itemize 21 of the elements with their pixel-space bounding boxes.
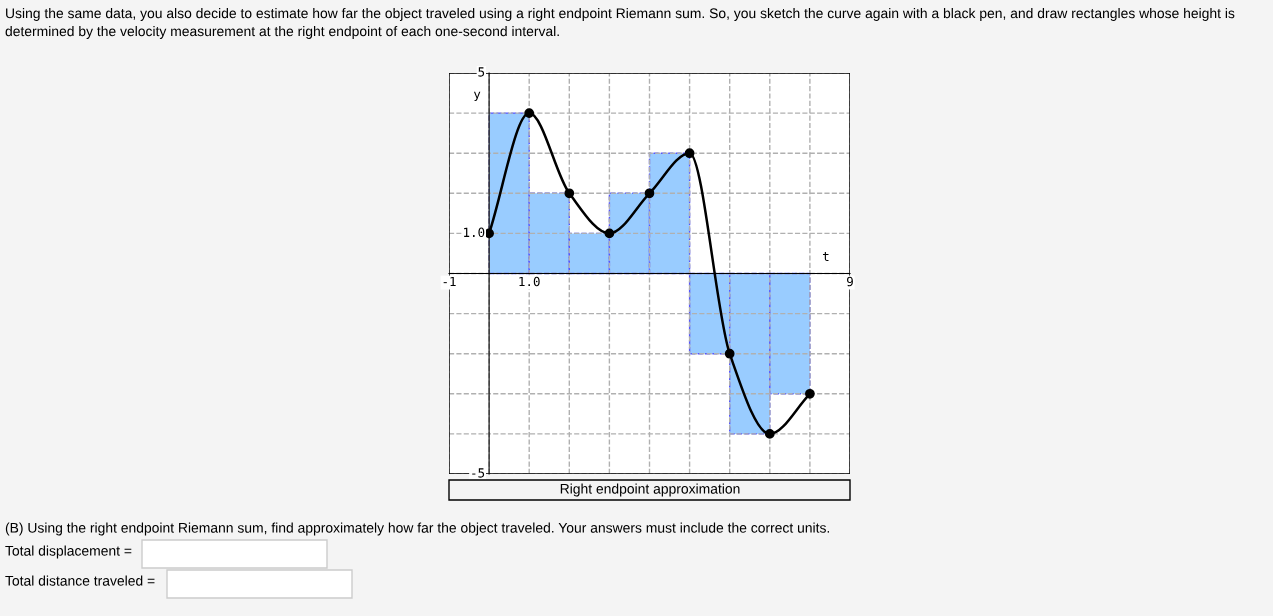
text: Total distance traveled = <box>5 575 155 586</box>
x-axis-title: t <box>822 252 829 261</box>
point <box>684 148 695 159</box>
y-tick-label: 1.0 <box>464 227 485 238</box>
text: (B) Using the right endpoint Riemann sum, find approximately how far the object traveled. Your answers must include the correct units. <box>5 522 830 536</box>
x-tick-label: 1.0 <box>519 276 540 287</box>
y-tick-label: 5 <box>478 67 485 77</box>
x-tick-label: 9 <box>847 276 853 287</box>
y-tick-label: -5 <box>472 468 485 478</box>
point <box>724 348 735 359</box>
point <box>644 188 655 199</box>
point <box>564 188 575 199</box>
x-tick-label: -1 <box>443 276 456 287</box>
point <box>524 108 535 118</box>
point <box>604 228 615 239</box>
text: Right endpoint approximation <box>560 483 740 497</box>
y-axis-title: y <box>473 91 481 102</box>
point <box>805 388 815 399</box>
text: Total displacement = <box>5 545 132 559</box>
point <box>764 429 775 439</box>
chart-title: Using the same data, you also decide to estimate how far the object traveled using a right endpoint Riemann sum. So, you sketch the curve again with a black pen, and draw rectangles whose height is determined by the velocity measurement at the right endpoint of each one-second interval. <box>5 8 1235 39</box>
